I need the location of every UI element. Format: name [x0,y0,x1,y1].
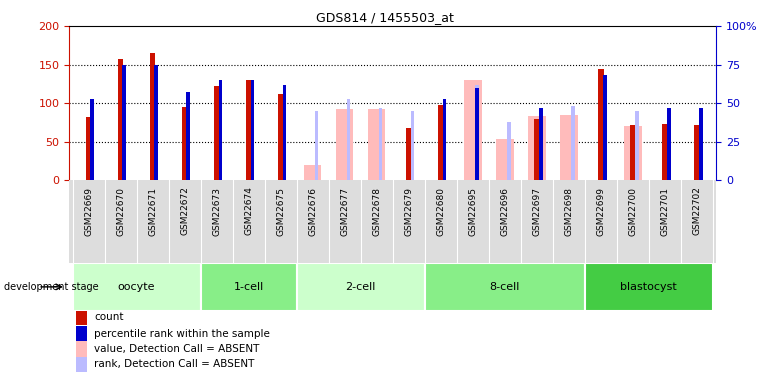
Text: GSM22677: GSM22677 [340,187,349,236]
Text: GSM22675: GSM22675 [276,187,285,236]
Text: count: count [94,312,123,322]
Bar [496,139,514,180]
Bar [598,69,604,180]
Text: 2-cell: 2-cell [346,282,376,292]
Bar [122,64,126,180]
Text: GSM22670: GSM22670 [116,187,125,236]
Bar [662,124,668,180]
Bar [464,80,481,180]
Text: GSM22701: GSM22701 [661,187,669,236]
Bar [534,118,540,180]
Bar [246,80,252,180]
Bar [85,117,92,180]
Bar [90,99,94,180]
Bar [155,64,159,180]
Text: 1-cell: 1-cell [233,282,264,292]
Text: GSM22674: GSM22674 [244,187,253,236]
Bar [118,58,123,180]
Bar [200,262,296,311]
Text: GSM22669: GSM22669 [84,187,93,236]
Text: GSM22696: GSM22696 [500,187,509,236]
Bar [304,165,321,180]
Bar [585,262,713,311]
Bar [278,94,283,180]
Bar [603,77,607,180]
Bar [346,99,350,180]
Bar [75,341,88,357]
Text: development stage: development stage [4,282,99,292]
Bar [443,99,447,180]
Bar [75,326,88,342]
Bar [603,75,607,180]
Text: GSM22679: GSM22679 [404,187,413,236]
Bar [425,262,585,311]
Text: GSM22672: GSM22672 [180,187,189,236]
Text: GSM22678: GSM22678 [372,187,381,236]
Bar [75,357,88,372]
Bar [186,92,190,180]
Bar [474,85,478,180]
Text: GSM22676: GSM22676 [308,187,317,236]
Bar [699,108,703,180]
Bar [560,115,578,180]
Text: GSM22673: GSM22673 [212,187,221,236]
Bar [72,262,200,311]
Text: GSM22700: GSM22700 [628,187,638,236]
Text: GSM22698: GSM22698 [564,187,574,236]
Bar [539,108,543,180]
Text: GSM22699: GSM22699 [596,187,605,236]
Bar [296,262,425,311]
Bar [214,86,219,180]
Text: oocyte: oocyte [118,282,156,292]
Bar [149,53,156,180]
Text: GSM22697: GSM22697 [532,187,541,236]
Bar [507,122,511,180]
Bar [630,125,636,180]
Bar [368,109,386,180]
Text: blastocyst: blastocyst [621,282,678,292]
Bar [406,128,412,180]
Bar [410,111,414,180]
Text: GSM22671: GSM22671 [148,187,157,236]
Text: GSM22702: GSM22702 [692,187,701,236]
Bar [571,106,574,180]
Bar [315,111,319,180]
Bar [250,80,254,180]
Text: rank, Detection Call = ABSENT: rank, Detection Call = ABSENT [94,360,254,369]
Bar [634,111,638,180]
Bar [667,108,671,180]
Text: GDS814 / 1455503_at: GDS814 / 1455503_at [316,11,454,24]
Bar [694,124,700,180]
Text: GSM22695: GSM22695 [468,187,477,236]
Bar [624,126,641,180]
Bar [438,105,444,180]
Bar [474,88,478,180]
Text: percentile rank within the sample: percentile rank within the sample [94,329,270,339]
Bar [219,80,223,180]
Bar [182,107,187,180]
Text: GSM22680: GSM22680 [437,187,445,236]
Bar [283,85,286,180]
Text: value, Detection Call = ABSENT: value, Detection Call = ABSENT [94,344,259,354]
Text: 8-cell: 8-cell [490,282,520,292]
Bar [75,309,88,325]
Bar [379,108,383,180]
Bar [528,116,546,180]
Bar [336,108,353,180]
